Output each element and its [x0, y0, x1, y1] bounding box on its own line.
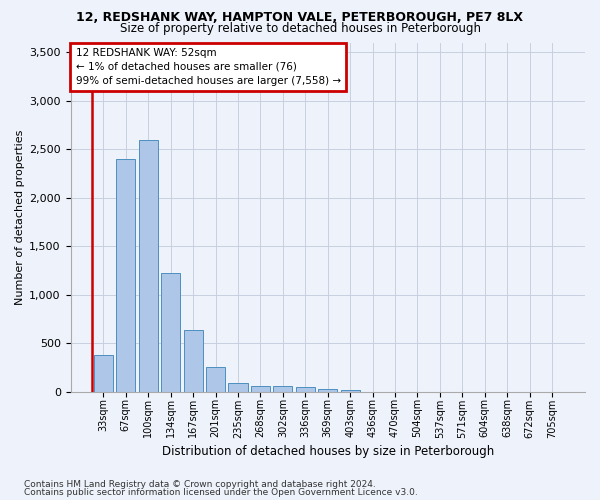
Bar — [161, 272, 180, 392]
Bar — [318, 388, 337, 392]
Text: Size of property relative to detached houses in Peterborough: Size of property relative to detached ho… — [119, 22, 481, 35]
Bar — [184, 330, 203, 392]
Bar — [94, 355, 113, 392]
Bar — [116, 159, 136, 392]
Bar — [296, 387, 315, 392]
Text: Contains public sector information licensed under the Open Government Licence v3: Contains public sector information licen… — [24, 488, 418, 497]
X-axis label: Distribution of detached houses by size in Peterborough: Distribution of detached houses by size … — [161, 444, 494, 458]
Y-axis label: Number of detached properties: Number of detached properties — [15, 130, 25, 305]
Bar — [274, 386, 292, 392]
Text: 12 REDSHANK WAY: 52sqm
← 1% of detached houses are smaller (76)
99% of semi-deta: 12 REDSHANK WAY: 52sqm ← 1% of detached … — [76, 48, 341, 86]
Bar — [139, 140, 158, 392]
Text: Contains HM Land Registry data © Crown copyright and database right 2024.: Contains HM Land Registry data © Crown c… — [24, 480, 376, 489]
Bar — [229, 382, 248, 392]
Text: 12, REDSHANK WAY, HAMPTON VALE, PETERBOROUGH, PE7 8LX: 12, REDSHANK WAY, HAMPTON VALE, PETERBOR… — [77, 11, 523, 24]
Bar — [206, 366, 225, 392]
Bar — [251, 386, 270, 392]
Bar — [341, 390, 360, 392]
